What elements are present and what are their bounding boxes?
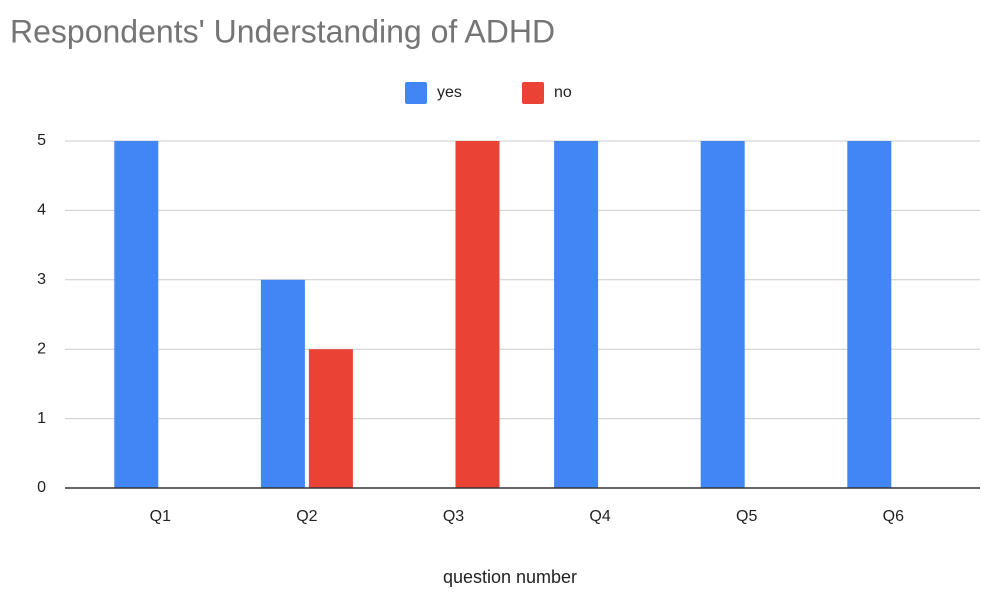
x-tick-label: Q4 <box>589 508 610 525</box>
legend-swatch <box>405 82 427 104</box>
y-tick-label: 0 <box>37 479 46 496</box>
y-tick-label: 1 <box>37 410 46 427</box>
bar <box>308 349 353 488</box>
x-axis-label: question number <box>443 567 577 587</box>
bar <box>455 141 500 488</box>
chart-title: Respondents' Understanding of ADHD <box>10 13 555 49</box>
x-tick-label: Q1 <box>150 508 171 525</box>
bar <box>847 141 892 488</box>
x-tick-label: Q3 <box>443 508 464 525</box>
x-tick-label: Q2 <box>296 508 317 525</box>
y-tick-label: 2 <box>37 340 46 357</box>
y-tick-label: 5 <box>37 132 46 149</box>
legend-swatch <box>522 82 544 104</box>
legend-label: yes <box>437 84 462 101</box>
x-tick-label: Q5 <box>736 508 757 525</box>
bar <box>554 141 599 488</box>
y-tick-label: 4 <box>37 202 46 219</box>
legend-label: no <box>554 84 572 101</box>
bar <box>700 141 745 488</box>
bar <box>114 141 159 488</box>
x-tick-label: Q6 <box>883 508 904 525</box>
bar <box>260 279 305 488</box>
y-tick-label: 3 <box>37 271 46 288</box>
